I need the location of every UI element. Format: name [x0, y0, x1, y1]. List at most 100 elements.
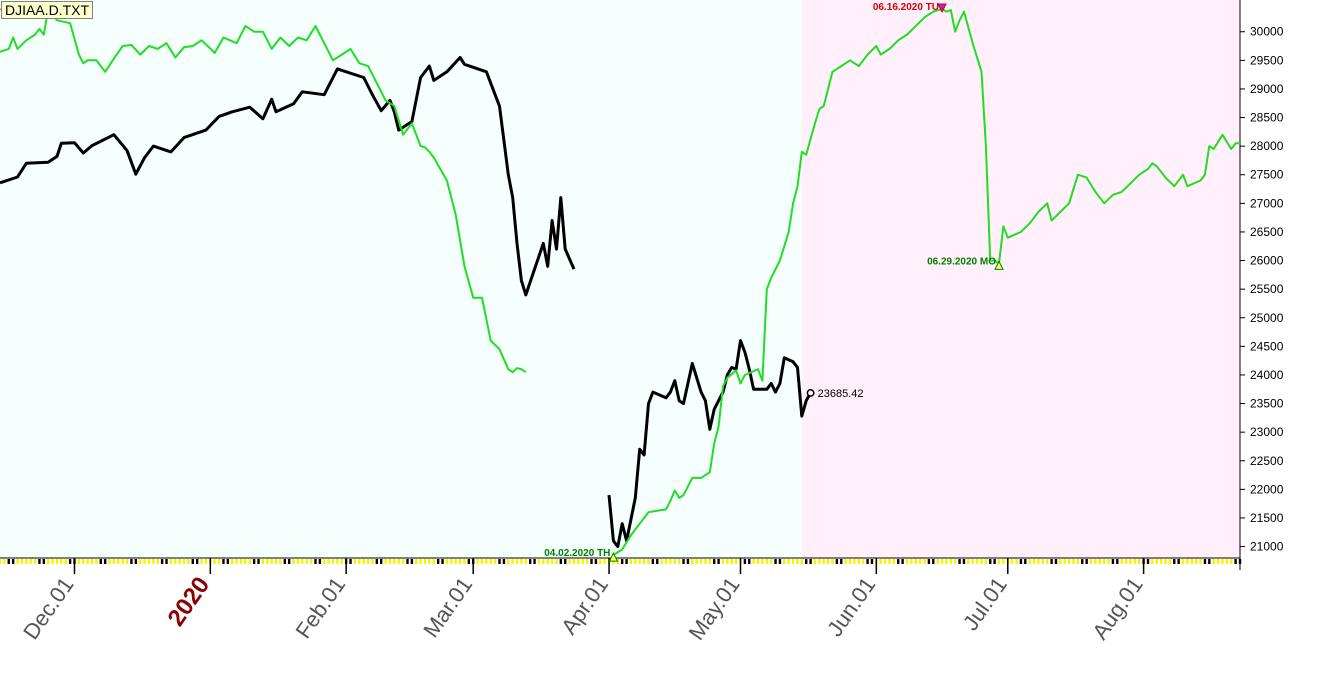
x-day-tick [358, 559, 361, 564]
x-tick-label: Dec.01 [18, 573, 78, 644]
turn-annotation-3: 06.29.2020 MO [927, 256, 996, 267]
x-day-tick [577, 559, 580, 564]
x-day-tick [620, 559, 624, 564]
x-day-tick [528, 559, 532, 564]
shaded-region-0 [0, 0, 802, 558]
x-day-tick [542, 559, 545, 564]
y-tick-label: 28000 [1250, 139, 1284, 153]
x-day-tick [870, 559, 874, 564]
x-day-tick [353, 559, 357, 564]
x-day-tick [778, 559, 782, 564]
x-day-tick [989, 559, 992, 564]
x-day-tick [1054, 559, 1058, 564]
x-day-tick [805, 559, 808, 564]
x-day-tick [892, 559, 896, 564]
x-day-tick [7, 559, 10, 564]
x-day-tick [292, 559, 295, 564]
x-day-tick [835, 559, 839, 564]
x-day-tick [1225, 559, 1229, 564]
y-tick-label: 21500 [1250, 511, 1284, 525]
x-day-tick [331, 559, 335, 564]
y-tick-label: 27500 [1250, 168, 1284, 182]
x-day-tick [38, 559, 41, 564]
turn-annotation-1: 04.02.2020 TH [544, 548, 610, 559]
x-day-tick [226, 559, 230, 564]
x-tick-label: May.01 [684, 573, 745, 645]
x-tick-label: Aug.01 [1087, 573, 1147, 644]
x-day-tick [660, 559, 663, 564]
x-day-tick [125, 559, 129, 564]
x-day-tick [99, 559, 102, 564]
x-day-tick [1089, 559, 1093, 564]
x-day-tick [1085, 559, 1088, 564]
x-day-tick [388, 559, 392, 564]
x-day-tick [248, 559, 251, 564]
x-day-tick [1199, 559, 1202, 564]
x-day-tick [143, 559, 146, 564]
x-day-tick [1046, 559, 1049, 564]
x-day-tick [971, 559, 974, 564]
x-day-tick [1190, 559, 1194, 564]
x-day-tick [1019, 559, 1023, 564]
x-day-tick [95, 559, 98, 564]
series-0-line-segment-0 [0, 56, 576, 297]
x-day-tick [857, 559, 860, 564]
y-tick-label: 27000 [1250, 196, 1284, 210]
x-day-tick [669, 559, 672, 564]
x-day-tick [1116, 559, 1119, 564]
x-day-tick [410, 559, 414, 564]
x-day-tick [3, 559, 6, 564]
x-day-tick [533, 559, 536, 564]
x-day-tick [1151, 559, 1154, 564]
x-day-tick [651, 559, 655, 564]
x-day-tick [467, 559, 471, 564]
x-day-tick [888, 559, 891, 564]
x-day-tick [1216, 559, 1220, 564]
x-day-tick [393, 559, 396, 564]
y-tick-label: 24500 [1250, 339, 1284, 353]
x-tick-label: Jul.01 [958, 573, 1012, 635]
x-day-tick [82, 559, 85, 564]
x-day-tick [476, 559, 479, 564]
y-tick-label: 26000 [1250, 254, 1284, 268]
x-day-tick [713, 559, 716, 564]
x-day-tick [239, 559, 243, 564]
x-day-tick [261, 559, 265, 564]
series-0-line-segment-1 [607, 339, 812, 549]
x-day-tick [213, 559, 216, 564]
x-day-tick [629, 559, 633, 564]
x-day-tick [691, 559, 694, 564]
x-day-tick [564, 559, 567, 564]
x-day-tick [314, 559, 317, 564]
x-day-tick [550, 559, 554, 564]
x-day-tick [918, 559, 922, 564]
x-day-tick [1076, 559, 1080, 564]
y-tick-label: 23000 [1250, 425, 1284, 439]
x-day-tick [1028, 559, 1031, 564]
x-day-tick [748, 559, 751, 564]
x-day-tick [708, 559, 712, 564]
x-day-tick [86, 559, 89, 564]
x-day-tick [60, 559, 63, 564]
x-day-tick [831, 559, 834, 564]
x-day-tick [419, 559, 422, 564]
x-day-tick [362, 559, 365, 564]
x-day-tick [1212, 559, 1215, 564]
x-day-tick [436, 559, 440, 564]
x-day-tick [756, 559, 760, 564]
x-day-tick [318, 559, 322, 564]
x-day-tick [524, 559, 527, 564]
x-day-tick [796, 559, 799, 564]
y-tick-label: 21000 [1250, 540, 1284, 554]
x-day-tick [1102, 559, 1106, 564]
x-day-tick [897, 559, 900, 564]
x-day-tick [130, 559, 133, 564]
x-day-tick [914, 559, 917, 564]
x-day-tick [235, 559, 238, 564]
x-day-tick [572, 559, 576, 564]
x-day-tick [1194, 559, 1198, 564]
x-day-tick [879, 559, 882, 564]
x-day-tick [848, 559, 852, 564]
x-day-tick [1238, 559, 1242, 564]
x-day-tick [1050, 559, 1053, 564]
